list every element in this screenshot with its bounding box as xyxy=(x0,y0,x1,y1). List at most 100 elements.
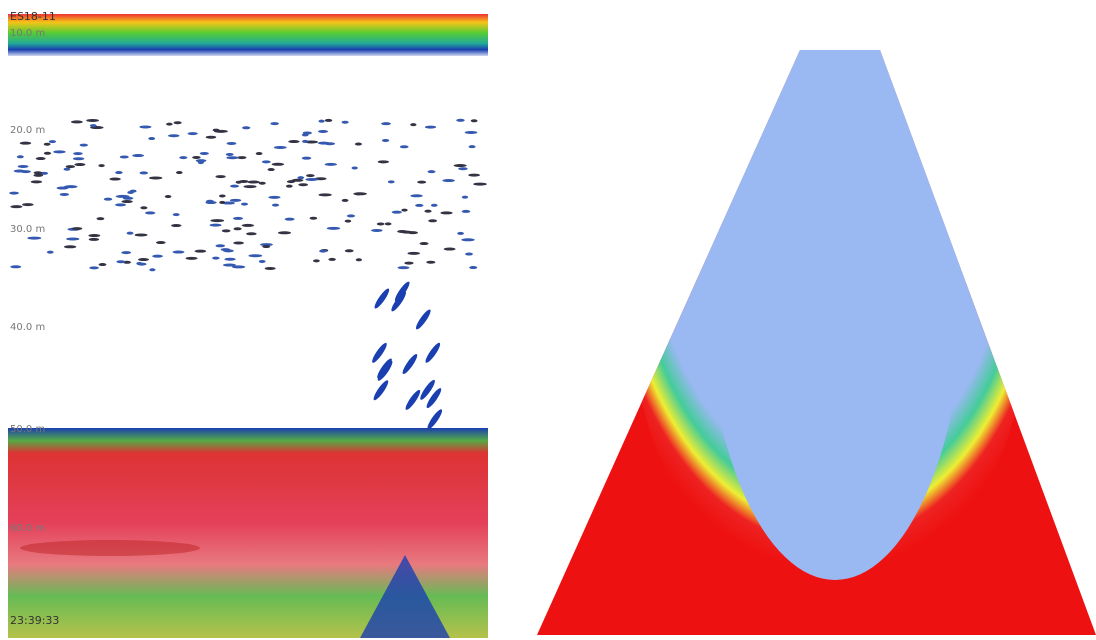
fish-echo xyxy=(425,342,441,363)
fish-echo xyxy=(226,156,239,160)
fish-echo xyxy=(215,244,226,248)
fish-echo xyxy=(139,125,152,129)
fish-echo xyxy=(470,119,478,123)
fish-echo xyxy=(468,173,480,177)
fish-echo xyxy=(126,231,134,235)
fish-echo xyxy=(427,170,436,174)
echogram-panel: ES18-11 10.0 m 20.0 m 30.0 m 40.0 m 50.0… xyxy=(8,10,488,638)
fish-echo xyxy=(43,151,52,155)
surface-band xyxy=(8,14,488,56)
fish-echo xyxy=(405,389,421,410)
fish-echo xyxy=(255,152,263,156)
fish-echo xyxy=(428,219,438,223)
fish-echo xyxy=(96,217,105,221)
fish-echo xyxy=(145,211,156,215)
fish-echo xyxy=(258,181,266,185)
fish-echo xyxy=(10,265,22,269)
depth-label: 50.0 m xyxy=(10,424,45,435)
fish-echo xyxy=(410,194,423,198)
fish-echo xyxy=(420,379,435,400)
fish-echo xyxy=(66,237,80,241)
fish-echo xyxy=(377,160,389,164)
fish-echo xyxy=(233,227,242,231)
fish-echo xyxy=(456,118,465,122)
fish-echo xyxy=(328,257,336,261)
fish-echo xyxy=(401,208,408,212)
fish-echo xyxy=(212,256,220,260)
fish-echo xyxy=(242,126,251,130)
fish-echo xyxy=(247,180,260,184)
fish-echo xyxy=(233,241,244,245)
fish-echo xyxy=(407,251,420,255)
fish-echo xyxy=(305,177,319,181)
fish-echo xyxy=(381,138,390,142)
fish-echo xyxy=(215,175,226,179)
fish-echo xyxy=(394,281,410,302)
fish-echo xyxy=(440,211,453,215)
fish-echo xyxy=(172,250,185,254)
fish-echo xyxy=(205,199,214,203)
fish-echo xyxy=(297,176,305,180)
fish-echo xyxy=(400,230,413,234)
fish-echo xyxy=(33,173,44,177)
fish-echo xyxy=(229,198,242,202)
fish-echo xyxy=(148,137,156,141)
seabed-plume xyxy=(360,555,450,638)
fish-echo xyxy=(298,183,308,187)
fish-echo xyxy=(381,122,391,126)
fish-echo xyxy=(264,266,276,270)
fish-echo xyxy=(399,145,409,149)
fish-echo xyxy=(465,252,473,256)
fish-echo xyxy=(373,380,389,401)
fish-echo xyxy=(415,203,424,207)
fish-echo xyxy=(53,150,66,154)
fish-echo xyxy=(210,219,225,223)
fish-echo xyxy=(258,259,266,263)
fish-echo xyxy=(372,342,387,363)
fish-echo xyxy=(371,228,383,232)
fish-echo xyxy=(179,156,188,160)
fish-echo xyxy=(288,140,300,144)
fish-echo xyxy=(464,130,478,134)
fish-echo xyxy=(74,163,86,167)
fish-echo xyxy=(324,162,337,166)
fish-echo xyxy=(402,354,418,375)
depth-label: 10.0 m xyxy=(10,28,45,39)
fish-echo xyxy=(59,192,70,196)
fish-echo xyxy=(415,309,431,330)
fish-echo xyxy=(319,249,327,253)
fish-echo xyxy=(115,171,123,175)
fish-echo xyxy=(65,165,76,169)
fish-echo xyxy=(260,243,273,247)
fish-echo xyxy=(248,254,263,258)
fish-echo xyxy=(168,134,180,138)
fish-echo xyxy=(324,118,333,122)
fish-echo xyxy=(410,123,417,127)
fish-echo xyxy=(222,263,237,267)
fish-echo xyxy=(140,206,148,210)
fish-echo xyxy=(185,256,198,260)
fish-echo xyxy=(30,180,43,184)
fish-echo xyxy=(272,203,280,207)
fish-echo xyxy=(119,155,129,159)
fish-echo xyxy=(302,139,309,143)
fish-echo xyxy=(241,202,248,206)
fish-echo xyxy=(109,177,121,181)
fish-echo xyxy=(121,200,133,204)
fish-echo xyxy=(194,249,207,253)
fish-echo xyxy=(175,171,183,175)
fish-echo xyxy=(56,186,69,190)
depth-label: 40.0 m xyxy=(10,322,45,333)
fish-echo xyxy=(341,120,349,124)
fish-echo xyxy=(212,128,220,132)
fish-echo xyxy=(318,129,328,133)
fish-echo xyxy=(391,291,406,312)
fish-echo xyxy=(313,259,320,263)
fish-echo xyxy=(187,132,198,136)
fish-echo xyxy=(98,263,107,267)
fish-echo xyxy=(404,261,414,265)
fish-echo xyxy=(137,262,147,266)
fish-echo xyxy=(27,236,42,240)
